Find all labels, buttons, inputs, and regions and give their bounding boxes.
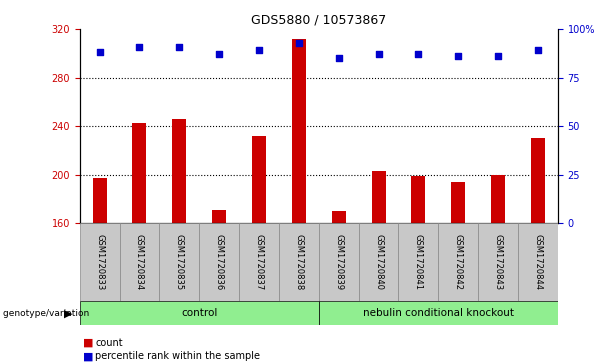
Bar <box>438 223 478 301</box>
Bar <box>252 136 266 223</box>
Bar <box>332 211 346 223</box>
Bar <box>319 301 558 325</box>
Point <box>333 55 343 61</box>
Text: nebulin conditional knockout: nebulin conditional knockout <box>363 308 514 318</box>
Bar <box>451 182 465 223</box>
Bar <box>172 119 186 223</box>
Text: GSM1720840: GSM1720840 <box>374 234 383 290</box>
Bar <box>239 223 279 301</box>
Text: ▶: ▶ <box>64 308 72 318</box>
Point <box>94 49 104 55</box>
Bar <box>531 138 545 223</box>
Text: GSM1720833: GSM1720833 <box>95 234 104 290</box>
Text: GSM1720842: GSM1720842 <box>454 234 463 290</box>
Point <box>533 48 543 53</box>
Text: GSM1720835: GSM1720835 <box>175 234 184 290</box>
Bar <box>371 171 386 223</box>
Text: control: control <box>181 308 218 318</box>
Text: GSM1720837: GSM1720837 <box>254 234 264 290</box>
Point <box>175 44 185 49</box>
Bar <box>80 301 319 325</box>
Bar <box>279 223 319 301</box>
Text: ■: ■ <box>83 338 93 348</box>
Text: percentile rank within the sample: percentile rank within the sample <box>95 351 260 362</box>
Text: count: count <box>95 338 123 348</box>
Bar <box>292 39 306 223</box>
Text: GSM1720839: GSM1720839 <box>334 234 343 290</box>
Bar <box>212 210 226 223</box>
Bar <box>132 122 147 223</box>
Bar <box>478 223 518 301</box>
Bar <box>518 223 558 301</box>
Bar <box>359 223 398 301</box>
Point <box>134 44 145 49</box>
Text: GSM1720843: GSM1720843 <box>493 234 503 290</box>
Bar <box>80 223 120 301</box>
Text: genotype/variation: genotype/variation <box>3 309 92 318</box>
Text: GSM1720841: GSM1720841 <box>414 234 423 290</box>
Bar <box>411 176 425 223</box>
Point <box>493 53 503 59</box>
Point <box>373 52 384 57</box>
Point <box>294 40 304 45</box>
Bar <box>93 178 107 223</box>
Text: GSM1720836: GSM1720836 <box>215 234 224 290</box>
Text: ■: ■ <box>83 351 93 362</box>
Point <box>215 52 224 57</box>
Bar <box>199 223 239 301</box>
Title: GDS5880 / 10573867: GDS5880 / 10573867 <box>251 13 386 26</box>
Bar <box>398 223 438 301</box>
Bar <box>120 223 159 301</box>
Bar <box>491 175 505 223</box>
Point <box>254 48 264 53</box>
Bar <box>319 223 359 301</box>
Text: GSM1720844: GSM1720844 <box>533 234 543 290</box>
Bar <box>159 223 199 301</box>
Point <box>454 53 463 59</box>
Text: GSM1720838: GSM1720838 <box>294 234 303 290</box>
Point <box>413 52 423 57</box>
Text: GSM1720834: GSM1720834 <box>135 234 144 290</box>
